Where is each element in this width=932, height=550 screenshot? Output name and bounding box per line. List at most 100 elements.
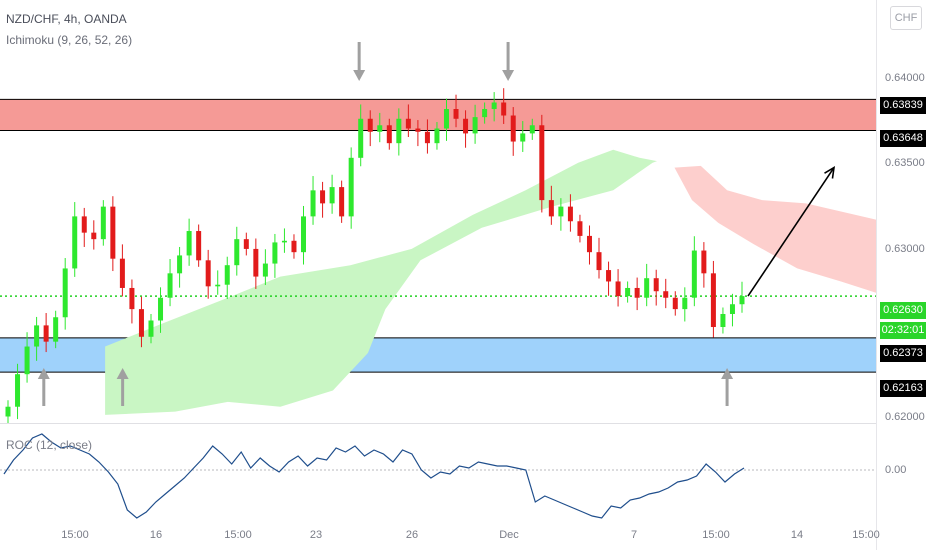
cloud-bullish	[105, 149, 658, 415]
up-arrow-head	[116, 368, 129, 379]
candle-body	[377, 125, 383, 132]
candle-body	[339, 187, 345, 217]
bar-countdown-tag: 02:32:01	[880, 322, 926, 339]
time-tick: 14	[790, 529, 804, 541]
candle-body	[348, 157, 354, 217]
candle-body	[558, 206, 564, 217]
roc-legend[interactable]: ROC (12, close)	[6, 438, 93, 452]
candle-body	[177, 255, 183, 274]
candle-body	[701, 250, 707, 274]
candle-body	[91, 232, 97, 240]
candle-body	[720, 313, 726, 328]
resistance-zone	[0, 99, 876, 131]
candle-body	[510, 115, 516, 142]
candle-body	[281, 240, 287, 243]
candle-body	[415, 128, 421, 132]
candle-body	[367, 118, 373, 132]
ichimoku-legend[interactable]: Ichimoku (9, 26, 52, 26)	[6, 33, 133, 47]
candle-body	[158, 297, 164, 321]
candle-body	[529, 125, 535, 134]
price-axis-border	[876, 0, 877, 550]
candle-body	[663, 291, 669, 298]
candle-body	[586, 235, 592, 253]
candle-body	[672, 297, 678, 310]
candle-body	[34, 325, 40, 347]
candle-body	[205, 260, 211, 287]
candle-body	[453, 109, 459, 119]
candle-body	[405, 118, 411, 129]
candle-body	[138, 309, 144, 337]
candle-body	[482, 109, 488, 118]
candle-body	[567, 206, 573, 222]
candle-body	[43, 325, 49, 342]
candle-body	[167, 273, 173, 298]
projection-arrow	[747, 166, 836, 297]
support-top-tag: 0.62373	[880, 345, 926, 362]
candle-body	[739, 296, 745, 305]
candle-body	[424, 131, 430, 144]
cloud-bearish	[674, 165, 876, 293]
candle-body	[234, 239, 240, 266]
candle-body	[100, 206, 106, 240]
candle-body	[634, 287, 640, 298]
candle-body	[548, 200, 554, 217]
roc-line	[3, 433, 745, 519]
candle-body	[577, 221, 583, 236]
current-price-tag: 0.62630	[880, 302, 926, 319]
candle-body	[196, 231, 202, 261]
candle-body	[329, 187, 335, 204]
time-tick: 15:00	[702, 529, 730, 541]
time-tick: Dec	[499, 529, 519, 541]
pane-divider[interactable]	[0, 423, 876, 424]
arrow-markers	[37, 42, 734, 406]
resistance-top-tag: 0.63839	[880, 97, 926, 114]
candle-body	[682, 297, 688, 310]
candle-body	[539, 125, 545, 201]
time-tick: 15:00	[852, 529, 880, 541]
candle-body	[186, 231, 192, 256]
time-tick: 26	[405, 529, 419, 541]
candle-body	[472, 117, 478, 134]
time-tick: 15:00	[224, 529, 252, 541]
candle-body	[301, 216, 307, 253]
candle-body	[110, 206, 116, 259]
roc-tick: 0.00	[885, 464, 907, 476]
candle-body	[129, 287, 135, 310]
candle-body	[501, 102, 507, 116]
time-tick: 16	[149, 529, 163, 541]
projection-line	[747, 167, 835, 297]
candle-body	[320, 190, 326, 204]
candle-body	[62, 268, 68, 318]
chart-background	[0, 0, 876, 550]
price-tick: 0.64000	[885, 72, 925, 84]
candle-body	[291, 240, 297, 253]
up-arrow-head	[721, 368, 734, 379]
candle-body	[119, 258, 125, 288]
ichimoku-cloud	[105, 149, 876, 415]
candle-body	[224, 265, 230, 285]
time-tick: 23	[309, 529, 323, 541]
candle-body	[243, 239, 249, 249]
candle-body	[81, 216, 87, 233]
down-arrow-head	[502, 70, 515, 81]
candle-body	[596, 252, 602, 271]
candle-body	[215, 284, 221, 287]
symbol-title[interactable]: NZD/CHF, 4h, OANDA	[6, 12, 127, 26]
candle-body	[396, 118, 402, 144]
support-bottom-tag: 0.62163	[880, 380, 926, 397]
candle-body	[24, 346, 30, 375]
down-arrow-head	[353, 70, 366, 81]
price-tick: 0.63500	[885, 157, 925, 169]
candle-body	[148, 320, 154, 337]
price-tick: 0.62000	[885, 411, 925, 423]
candle-body	[310, 190, 316, 217]
candle-body	[653, 278, 659, 292]
candlestick-series	[5, 88, 745, 423]
price-tick: 0.63000	[885, 243, 925, 255]
candle-body	[272, 242, 278, 264]
candle-body	[615, 281, 621, 297]
time-tick: 15:00	[61, 529, 89, 541]
candle-body	[434, 128, 440, 144]
currency-badge[interactable]: CHF	[890, 6, 922, 30]
